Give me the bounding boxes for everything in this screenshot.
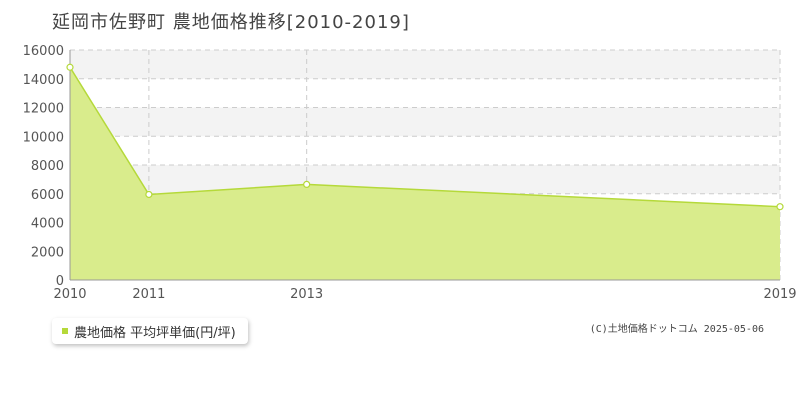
y-tick-label: 0 (56, 274, 64, 289)
series-area-fill (70, 67, 780, 280)
grid-band (70, 107, 780, 137)
series-line (69, 66, 781, 208)
grid-band (70, 165, 780, 194)
credit-text: (C)土地価格ドットコム 2025-05-06 (589, 324, 764, 335)
y-tick-label: 4000 (31, 217, 64, 232)
x-tick-label: 2011 (132, 287, 165, 302)
legend-swatch (62, 328, 68, 334)
y-tick-labels: 0 2000 4000 6000 8000 10000 12000 14000 16000 (23, 44, 64, 289)
data-point (145, 190, 153, 199)
legend-label: 農地価格 平均坪単価(円/坪) (74, 325, 236, 341)
legend: 農地価格 平均坪単価(円/坪) (52, 318, 248, 344)
data-point (303, 180, 311, 189)
y-tick-label: 10000 (23, 130, 64, 145)
chart-title: 延岡市佐野町 農地価格推移[2010-2019] (52, 12, 410, 33)
y-tick-label: 8000 (31, 159, 64, 174)
data-point (66, 63, 74, 71)
data-points (66, 63, 784, 211)
y-tick-label: 14000 (23, 73, 64, 88)
y-tick-label: 6000 (31, 188, 64, 203)
grid-band (70, 50, 780, 79)
y-tick-label: 2000 (31, 245, 64, 260)
data-point (776, 203, 784, 211)
y-tick-label: 16000 (23, 44, 64, 59)
axes (69, 50, 780, 281)
x-tick-labels: 2010 2011 2013 2019 (53, 287, 796, 302)
x-tick-label: 2010 (53, 287, 86, 302)
x-tick-label: 2019 (763, 287, 796, 302)
x-tick-label: 2013 (290, 287, 323, 302)
y-tick-label: 12000 (23, 102, 64, 117)
